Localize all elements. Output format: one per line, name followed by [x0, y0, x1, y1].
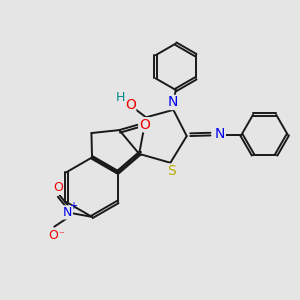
Text: O: O: [139, 118, 150, 132]
Text: H: H: [116, 91, 125, 103]
Text: O: O: [48, 229, 58, 242]
Text: N: N: [168, 95, 178, 110]
Text: ⁻: ⁻: [58, 230, 64, 240]
Text: +: +: [69, 201, 77, 211]
Text: O: O: [53, 181, 63, 194]
Text: S: S: [167, 164, 176, 178]
Text: N: N: [63, 206, 72, 219]
Text: N: N: [215, 127, 225, 141]
Text: O: O: [125, 98, 136, 112]
